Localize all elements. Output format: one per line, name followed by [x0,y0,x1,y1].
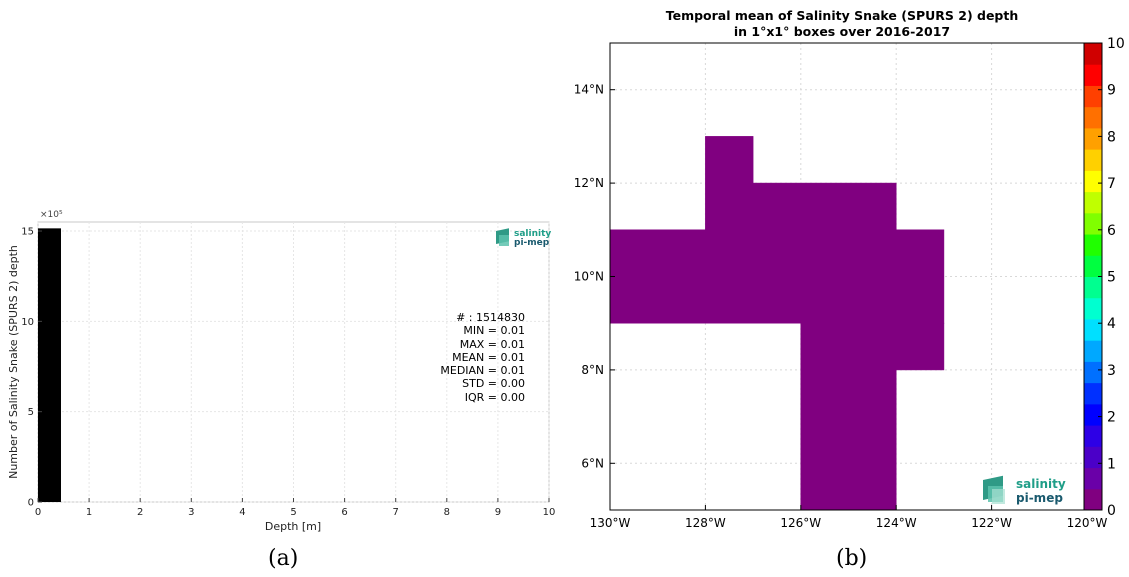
logo-line1: salinity [1016,477,1066,491]
colorbar-swatch [1084,425,1102,447]
map-x-ticks: 130°W 128°W 126°W 124°W 122°W 120°W [590,505,1108,530]
colorbar-swatch [1084,297,1102,320]
histogram-x-tick-label: 7 [393,507,399,518]
panel-a-label: (a) [268,546,299,571]
colorbar-tick-label: 3 [1107,363,1116,379]
colorbar-swatch [1084,255,1102,277]
colorbar-swatch [1084,212,1102,235]
colorbar-tick-label: 0 [1107,503,1116,519]
histogram-y-tick-label: 0 [28,498,34,509]
map-x-tick-label: 120°W [1067,516,1108,530]
map-y-ticks: 6°N 8°N 10°N 12°N 14°N [574,83,615,470]
colorbar-swatch [1084,170,1102,193]
histogram-y-tick-label: 10 [21,317,34,328]
map-cell [800,322,945,371]
logo-line2: pi-mep [1016,491,1063,505]
map-title-line1: Temporal mean of Salinity Snake (SPURS 2… [666,8,1019,23]
colorbar-tick-label: 8 [1107,129,1116,145]
colorbar-swatch [1084,467,1102,490]
histogram-x-tick-label: 0 [35,507,41,518]
stat-line: MEAN = 0.01 [452,350,525,364]
map-x-tick-label: 128°W [685,516,726,530]
colorbar-tick-label: 1 [1107,456,1116,472]
histogram-logo: salinity pi-mep [496,228,551,248]
histogram-chart: 0 1 2 3 4 5 6 7 8 9 10 0 5 10 15 ×10⁵ Depth [m] Numbe… [7,210,556,533]
map-x-tick-label: 126°W [780,516,821,530]
logo-line1: salinity [514,229,551,239]
histogram-x-tick-label: 9 [495,507,501,518]
panel-b-label: (b) [836,546,868,571]
stat-line: # : 1514830 [456,311,525,324]
stat-line: STD = 0.00 [462,377,525,391]
map-title-line2: in 1°x1° boxes over 2016-2017 [734,24,950,39]
colorbar-tick-label: 2 [1107,410,1116,426]
map-y-tick-label: 6°N [581,456,604,470]
colorbar-swatch [1084,43,1102,65]
map-y-tick-label: 10°N [574,270,604,284]
map-x-tick-label: 122°W [971,516,1012,530]
map-x-tick-label: 124°W [876,516,917,530]
colorbar-tick-label: 5 [1107,270,1116,286]
map-y-tick-label: 14°N [574,83,604,97]
histogram-x-tick-label: 2 [137,507,143,518]
histogram-x-tick-label: 1 [86,507,92,518]
colorbar-swatch [1084,149,1102,171]
colorbar-swatch [1084,276,1102,299]
histogram-bars [38,228,61,503]
histogram-x-tick-label: 10 [543,507,556,518]
colorbar-tick-label: 6 [1107,223,1116,239]
histogram-y-tick-label: 15 [21,227,34,238]
colorbar-tick-label: 9 [1107,83,1116,99]
colorbar-swatch [1084,382,1102,405]
colorbar-swatch [1084,191,1102,214]
colorbar-swatch [1084,403,1102,426]
map-x-tick-label: 130°W [590,516,631,530]
histogram-x-tick-label: 4 [239,507,245,518]
map-y-tick-label: 8°N [581,363,604,377]
colorbar-swatch [1084,361,1102,384]
map-y-tick-label: 12°N [574,176,604,190]
colorbar-swatch [1084,234,1102,256]
map-logo: salinity pi-mep [983,475,1066,505]
histogram-x-axis-label: Depth [m] [265,520,321,533]
map-cell [705,136,754,184]
colorbar-tick-label: 4 [1107,316,1116,332]
histogram-x-ticks: 0 1 2 3 4 5 6 7 8 9 10 [35,498,556,518]
histogram-y-tick-label: 5 [28,407,34,418]
colorbar-tick-label: 7 [1107,176,1116,192]
stat-line: MAX = 0.01 [459,337,525,351]
map-cell [609,229,945,324]
map-cells [609,136,945,511]
stat-line: IQR = 0.00 [464,390,525,404]
colorbar: 0 1 2 3 4 5 6 7 8 9 10 [1083,36,1125,519]
stat-line: MEDIAN = 0.01 [440,364,525,378]
map-cell [705,182,897,231]
colorbar-swatch [1084,127,1102,150]
histogram-y-axis-label: Number of Salinity Snake (SPURS 2) depth [7,245,20,479]
map-cell [800,369,897,511]
histogram-x-tick-label: 8 [444,507,450,518]
stat-line: MIN = 0.01 [463,324,525,338]
colorbar-swatch [1084,106,1102,129]
logo-line2: pi-mep [514,238,550,248]
colorbar-swatch [1084,85,1102,108]
histogram-x-tick-label: 5 [290,507,296,518]
colorbar-swatch [1084,488,1102,511]
colorbar-tick-label: 10 [1107,36,1125,52]
histogram-y-ticks: 0 5 10 15 [21,227,42,509]
histogram-x-tick-label: 6 [341,507,347,518]
colorbar-swatch [1084,340,1102,362]
histogram-y-multiplier: ×10⁵ [40,210,63,220]
colorbar-swatch [1084,446,1102,469]
salinity-map-chart: Temporal mean of Salinity Snake (SPURS 2… [574,8,1125,530]
statistics-box: # : 1514830 MIN = 0.01 MAX = 0.01 MEAN = 0.… [380,311,525,404]
histogram-bar [38,228,61,503]
histogram-x-tick-label: 3 [188,507,194,518]
colorbar-swatch [1084,318,1102,341]
colorbar-swatch [1084,64,1102,86]
